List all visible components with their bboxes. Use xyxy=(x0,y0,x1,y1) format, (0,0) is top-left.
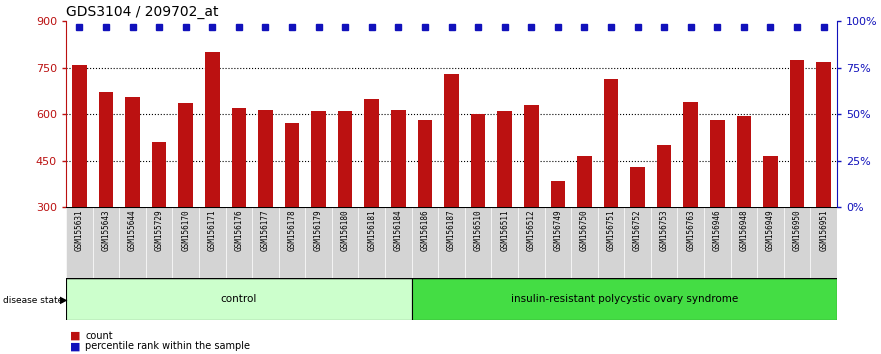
Bar xyxy=(306,207,332,278)
Bar xyxy=(411,207,438,278)
Bar xyxy=(470,114,485,207)
Text: GSM156510: GSM156510 xyxy=(474,209,483,251)
Text: GSM156177: GSM156177 xyxy=(261,209,270,251)
Text: GSM156763: GSM156763 xyxy=(686,209,695,251)
Text: GSM156170: GSM156170 xyxy=(181,209,190,251)
Bar xyxy=(677,207,704,278)
Bar xyxy=(684,102,698,207)
Bar xyxy=(258,109,273,207)
Bar xyxy=(359,207,385,278)
Text: GSM156181: GSM156181 xyxy=(367,209,376,251)
Text: GSM156751: GSM156751 xyxy=(606,209,616,251)
Text: GSM156749: GSM156749 xyxy=(553,209,562,251)
Text: GSM156948: GSM156948 xyxy=(739,209,749,251)
Text: GSM155644: GSM155644 xyxy=(128,209,137,251)
Bar xyxy=(152,142,167,207)
Bar xyxy=(597,207,625,278)
Bar xyxy=(125,97,140,207)
Bar xyxy=(603,79,618,207)
Text: ■: ■ xyxy=(70,341,81,351)
Bar xyxy=(492,207,518,278)
Text: GSM156171: GSM156171 xyxy=(208,209,217,251)
Bar xyxy=(811,207,837,278)
Bar xyxy=(817,62,831,207)
Bar xyxy=(630,167,645,207)
Text: GSM155643: GSM155643 xyxy=(101,209,110,251)
Text: GSM156179: GSM156179 xyxy=(315,209,323,251)
Text: control: control xyxy=(220,294,257,304)
Bar xyxy=(232,108,246,207)
Bar xyxy=(710,120,725,207)
Bar xyxy=(66,278,411,320)
Text: ■: ■ xyxy=(70,331,81,341)
Bar xyxy=(285,124,300,207)
Text: GSM156946: GSM156946 xyxy=(713,209,722,251)
Bar xyxy=(757,207,784,278)
Bar xyxy=(737,116,751,207)
Text: GSM156176: GSM156176 xyxy=(234,209,243,251)
Text: GSM156186: GSM156186 xyxy=(420,209,429,251)
Text: GSM156750: GSM156750 xyxy=(580,209,589,251)
Bar xyxy=(657,145,671,207)
Text: GSM156512: GSM156512 xyxy=(527,209,536,251)
Text: GSM156752: GSM156752 xyxy=(633,209,642,251)
Bar xyxy=(763,156,778,207)
Bar xyxy=(498,111,512,207)
Bar xyxy=(730,207,757,278)
Text: insulin-resistant polycystic ovary syndrome: insulin-resistant polycystic ovary syndr… xyxy=(511,294,738,304)
Text: GSM155729: GSM155729 xyxy=(154,209,164,251)
Text: disease state: disease state xyxy=(3,296,63,305)
Bar xyxy=(544,207,571,278)
Bar xyxy=(518,207,544,278)
Bar xyxy=(465,207,492,278)
Bar xyxy=(332,207,359,278)
Bar xyxy=(311,111,326,207)
Bar xyxy=(173,207,199,278)
Text: GSM156951: GSM156951 xyxy=(819,209,828,251)
Bar xyxy=(72,64,86,207)
Text: GSM156178: GSM156178 xyxy=(287,209,297,251)
Bar xyxy=(577,156,592,207)
Bar xyxy=(365,99,379,207)
Bar xyxy=(385,207,411,278)
Bar xyxy=(625,207,651,278)
Bar xyxy=(438,207,465,278)
Text: GSM156753: GSM156753 xyxy=(660,209,669,251)
Bar xyxy=(119,207,146,278)
Bar xyxy=(651,207,677,278)
Bar xyxy=(789,60,804,207)
Bar xyxy=(278,207,306,278)
Text: GSM155631: GSM155631 xyxy=(75,209,84,251)
Bar xyxy=(444,74,459,207)
Bar xyxy=(226,207,252,278)
Bar xyxy=(551,181,565,207)
Text: GSM156187: GSM156187 xyxy=(447,209,456,251)
Text: GSM156180: GSM156180 xyxy=(341,209,350,251)
Bar xyxy=(93,207,119,278)
Bar xyxy=(571,207,597,278)
Bar xyxy=(178,103,193,207)
Text: ▶: ▶ xyxy=(60,295,68,305)
Bar xyxy=(338,111,352,207)
Bar xyxy=(411,278,837,320)
Bar xyxy=(205,52,219,207)
Bar xyxy=(199,207,226,278)
Bar xyxy=(704,207,730,278)
Text: GSM156949: GSM156949 xyxy=(766,209,775,251)
Text: count: count xyxy=(85,331,113,341)
Text: GSM156511: GSM156511 xyxy=(500,209,509,251)
Bar xyxy=(66,207,93,278)
Bar xyxy=(146,207,173,278)
Bar xyxy=(524,105,538,207)
Bar xyxy=(252,207,278,278)
Bar xyxy=(99,92,114,207)
Text: GSM156950: GSM156950 xyxy=(793,209,802,251)
Text: GDS3104 / 209702_at: GDS3104 / 209702_at xyxy=(66,5,218,19)
Text: percentile rank within the sample: percentile rank within the sample xyxy=(85,341,250,351)
Bar xyxy=(418,120,433,207)
Bar xyxy=(391,109,405,207)
Text: GSM156184: GSM156184 xyxy=(394,209,403,251)
Bar xyxy=(784,207,811,278)
